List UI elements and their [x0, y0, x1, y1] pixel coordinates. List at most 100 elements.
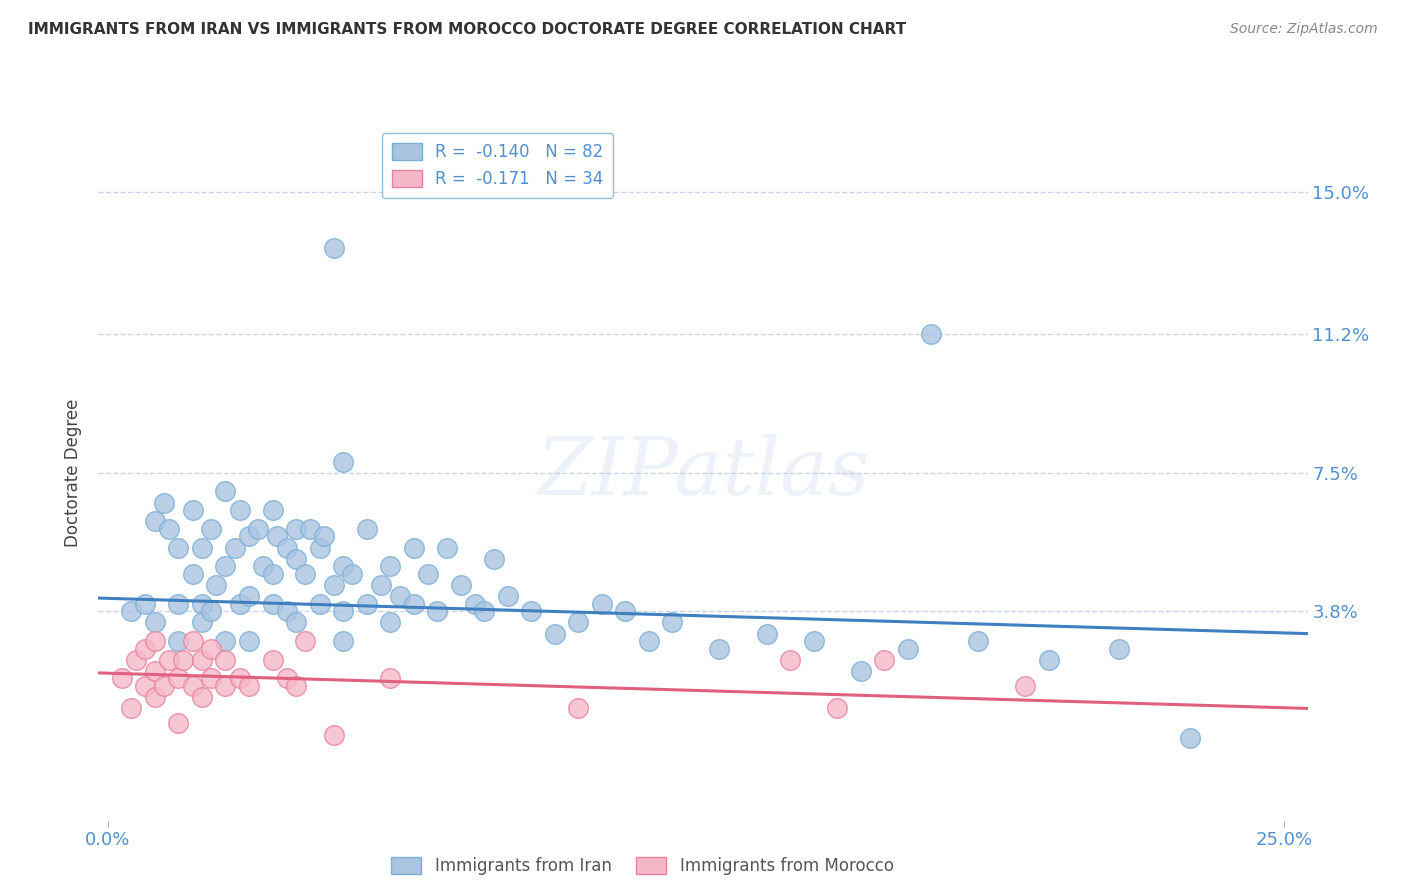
- Point: [520, 604, 543, 618]
- Point: [285, 679, 308, 693]
- Point: [205, 578, 228, 592]
- Point: [191, 597, 214, 611]
- Point: [567, 615, 589, 630]
- Point: [134, 641, 156, 656]
- Point: [388, 589, 411, 603]
- Point: [238, 679, 260, 693]
- Point: [181, 679, 204, 693]
- Point: [191, 615, 214, 630]
- Point: [276, 541, 298, 555]
- Y-axis label: Doctorate Degree: Doctorate Degree: [65, 399, 83, 547]
- Point: [262, 566, 284, 581]
- Point: [252, 559, 274, 574]
- Point: [920, 327, 942, 342]
- Point: [638, 634, 661, 648]
- Point: [322, 578, 344, 592]
- Point: [200, 641, 222, 656]
- Point: [167, 672, 190, 686]
- Point: [322, 728, 344, 742]
- Point: [200, 672, 222, 686]
- Point: [332, 559, 354, 574]
- Point: [1178, 731, 1201, 746]
- Point: [967, 634, 990, 648]
- Point: [314, 529, 336, 543]
- Point: [849, 664, 872, 678]
- Point: [143, 615, 166, 630]
- Point: [143, 515, 166, 529]
- Point: [897, 641, 920, 656]
- Point: [191, 690, 214, 705]
- Point: [134, 597, 156, 611]
- Point: [214, 653, 236, 667]
- Point: [308, 597, 330, 611]
- Text: IMMIGRANTS FROM IRAN VS IMMIGRANTS FROM MOROCCO DOCTORATE DEGREE CORRELATION CHA: IMMIGRANTS FROM IRAN VS IMMIGRANTS FROM …: [28, 22, 907, 37]
- Point: [332, 634, 354, 648]
- Point: [262, 597, 284, 611]
- Point: [167, 541, 190, 555]
- Point: [825, 701, 848, 715]
- Point: [1108, 641, 1130, 656]
- Point: [755, 626, 778, 640]
- Point: [167, 716, 190, 731]
- Point: [378, 615, 401, 630]
- Point: [191, 541, 214, 555]
- Point: [308, 541, 330, 555]
- Point: [544, 626, 567, 640]
- Point: [191, 653, 214, 667]
- Point: [214, 484, 236, 499]
- Point: [567, 701, 589, 715]
- Point: [416, 566, 439, 581]
- Point: [143, 690, 166, 705]
- Point: [614, 604, 637, 618]
- Point: [591, 597, 613, 611]
- Point: [332, 454, 354, 468]
- Point: [134, 679, 156, 693]
- Text: Source: ZipAtlas.com: Source: ZipAtlas.com: [1230, 22, 1378, 37]
- Point: [436, 541, 458, 555]
- Point: [332, 604, 354, 618]
- Point: [294, 634, 316, 648]
- Point: [172, 653, 194, 667]
- Point: [120, 604, 142, 618]
- Point: [482, 551, 505, 566]
- Point: [143, 634, 166, 648]
- Point: [157, 522, 180, 536]
- Point: [120, 701, 142, 715]
- Point: [402, 541, 425, 555]
- Point: [370, 578, 392, 592]
- Point: [125, 653, 148, 667]
- Point: [402, 597, 425, 611]
- Point: [294, 566, 316, 581]
- Point: [464, 597, 486, 611]
- Point: [153, 496, 176, 510]
- Point: [299, 522, 322, 536]
- Point: [228, 672, 250, 686]
- Point: [181, 566, 204, 581]
- Point: [200, 522, 222, 536]
- Point: [157, 653, 180, 667]
- Point: [200, 604, 222, 618]
- Point: [661, 615, 683, 630]
- Point: [779, 653, 801, 667]
- Point: [378, 672, 401, 686]
- Point: [426, 604, 449, 618]
- Point: [276, 604, 298, 618]
- Point: [262, 503, 284, 517]
- Point: [153, 679, 176, 693]
- Point: [356, 522, 378, 536]
- Text: ZIPatlas: ZIPatlas: [536, 434, 870, 511]
- Point: [181, 503, 204, 517]
- Point: [111, 672, 134, 686]
- Point: [228, 597, 250, 611]
- Point: [1014, 679, 1036, 693]
- Point: [167, 634, 190, 648]
- Point: [285, 522, 308, 536]
- Point: [214, 679, 236, 693]
- Point: [262, 653, 284, 667]
- Point: [214, 559, 236, 574]
- Point: [450, 578, 472, 592]
- Point: [873, 653, 896, 667]
- Point: [238, 589, 260, 603]
- Point: [378, 559, 401, 574]
- Point: [276, 672, 298, 686]
